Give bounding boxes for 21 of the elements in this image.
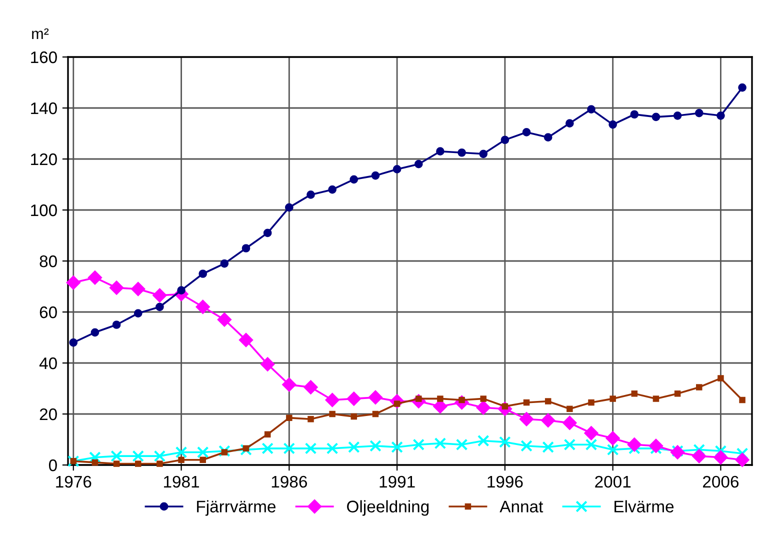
y-tick-label: 120 <box>31 153 57 166</box>
legend-label: Oljeeldning <box>347 500 429 516</box>
x-tick-label: 1986 <box>272 476 307 488</box>
y-tick-label: 80 <box>40 255 57 268</box>
y-tick-label: 0 <box>48 459 57 472</box>
y-tick-label: 160 <box>31 51 57 64</box>
y-tick-label: 60 <box>40 306 57 318</box>
legend-label: Elvärme <box>614 500 674 512</box>
x-tick-label: 1991 <box>380 476 415 488</box>
x-tick-label: 1976 <box>56 476 92 488</box>
y-tick-label: 40 <box>39 357 57 370</box>
x-tick-label: 1996 <box>488 476 523 488</box>
y-tick-label: 140 <box>31 102 57 114</box>
y-axis-title: m² <box>32 28 49 39</box>
legend-label: Fjärrvärme <box>197 500 276 516</box>
x-tick-label: 2006 <box>703 476 739 488</box>
y-tick-label: 100 <box>31 204 57 216</box>
legend-label: Annat <box>500 500 544 512</box>
x-tick-label: 2001 <box>595 476 631 488</box>
y-tick-label: 20 <box>40 408 57 420</box>
x-tick-label: 1981 <box>164 476 200 488</box>
